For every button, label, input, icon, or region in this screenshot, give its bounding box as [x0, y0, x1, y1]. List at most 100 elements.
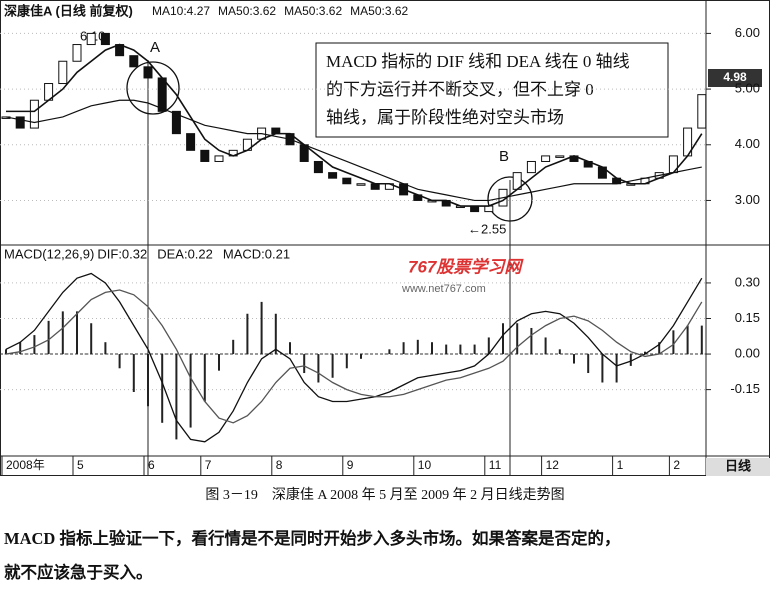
price-title: 深康佳A (日线 前复权) [4, 3, 133, 18]
caption: 图 3－19 深康佳 A 2008 年 5 月至 2009 年 2 月日线走势图 [205, 486, 564, 503]
y-tick-label: 4.00 [735, 136, 760, 151]
macd-bar [203, 354, 206, 402]
period-label: 日线 [725, 458, 751, 473]
macd-bar [47, 320, 50, 355]
macd-bar [402, 342, 405, 355]
paragraph-line: MACD 指标上验证一下，看行情是不是同时开始步入多头市场。如果答案是否定的， [4, 528, 620, 548]
candle [143, 66, 153, 79]
macd-bar [573, 354, 575, 364]
candle [15, 116, 25, 129]
paragraph-line: 就不应该急于买入。 [4, 562, 153, 582]
header-item: MA50:3.62 [284, 4, 342, 18]
macd-bar [90, 323, 93, 355]
macd-bar [686, 325, 689, 355]
macd-bar [544, 337, 547, 355]
candle [313, 160, 323, 174]
macd-bar [331, 354, 334, 378]
macd-bar [658, 342, 661, 355]
candle [271, 127, 281, 135]
macd-bar [132, 354, 135, 392]
x-tick-label: 8 [276, 458, 283, 472]
legend-entry: MA50:3.62 [218, 4, 276, 18]
x-tick-label: 10 [418, 458, 432, 472]
candle [484, 205, 494, 213]
low-label: ←2.55 [468, 221, 506, 236]
candle [72, 44, 82, 62]
macd-bar [118, 354, 121, 369]
macd-bar [487, 337, 490, 355]
y-tick-label: 0.15 [735, 310, 760, 325]
macd-bar [246, 313, 249, 355]
y-tick-label: 5.00 [735, 81, 760, 96]
x-tick-label: 7 [205, 458, 212, 472]
note-line: 的下方运行并不断交叉，但不上穿 0 [326, 80, 594, 99]
macd-bar [473, 344, 476, 355]
macd-bar [5, 349, 7, 355]
x-tick-label: 12 [546, 458, 560, 472]
macd-bar [189, 354, 192, 428]
circle-b [487, 176, 533, 222]
macd-bar [360, 354, 362, 359]
x-tick-label: 9 [347, 458, 354, 472]
candle [697, 94, 707, 129]
x-tick-label: 11 [489, 458, 502, 472]
macd-bar [61, 311, 64, 355]
macd-bar [345, 354, 348, 369]
macd-bar [516, 323, 519, 355]
y-tick-label: -0.15 [730, 381, 760, 396]
candle [86, 32, 96, 46]
label-b: B [499, 148, 509, 165]
last-price-box [708, 69, 762, 87]
legend-entry: MA10:4.27 [152, 4, 210, 18]
x-tick-label: 1 [617, 458, 624, 472]
candle [157, 77, 167, 112]
candle [171, 110, 181, 135]
legend-entry: DEA:0.22 [157, 246, 213, 261]
macd-bar [303, 354, 306, 374]
y-tick-label: 0.30 [735, 274, 760, 289]
header-item: MA50:3.62 [350, 4, 408, 18]
last-price: 4.98 [723, 70, 747, 84]
macd-bar [502, 323, 504, 355]
candle [200, 149, 210, 162]
label-a: A [150, 39, 160, 56]
legend-entry: DIF:0.32 [97, 246, 147, 261]
x-tick-label: 2 [673, 458, 680, 472]
series-line [6, 43, 703, 207]
candle [342, 177, 352, 185]
macd-bar [558, 349, 561, 355]
macd-bar [317, 354, 320, 383]
macd-bar [672, 330, 675, 355]
macd-bar [459, 344, 462, 355]
y-tick-label: 3.00 [735, 192, 760, 207]
candle [470, 205, 480, 213]
watermark: 767股票学习网 [408, 257, 524, 276]
macd-bar [33, 335, 36, 355]
macd-bar [388, 349, 391, 355]
series-line [5, 272, 703, 443]
series-line [5, 99, 702, 202]
candle [100, 32, 110, 46]
candle [555, 155, 565, 158]
note-line: MACD 指标的 DIF 线和 DEA 线在 0 轴线 [326, 52, 630, 71]
macd-title: MACD(12,26,9) [4, 246, 94, 261]
series-line [5, 289, 703, 424]
y-tick-label: 6.00 [735, 25, 760, 40]
candle [214, 155, 224, 162]
note-line: 轴线，属于阶段性绝对空头市场 [326, 108, 564, 127]
macd-bar [601, 354, 604, 383]
macd-bar [175, 354, 178, 440]
x-tick-label: 5 [77, 458, 84, 472]
macd-bar [587, 354, 590, 374]
candle [129, 55, 139, 68]
candle [541, 155, 551, 162]
macd-bar [232, 339, 235, 355]
watermark: www.net767.com [401, 283, 486, 295]
circle-a [126, 61, 180, 115]
note-box [315, 42, 669, 138]
macd-bar [19, 342, 22, 355]
candle [29, 99, 39, 129]
candle [526, 160, 536, 174]
